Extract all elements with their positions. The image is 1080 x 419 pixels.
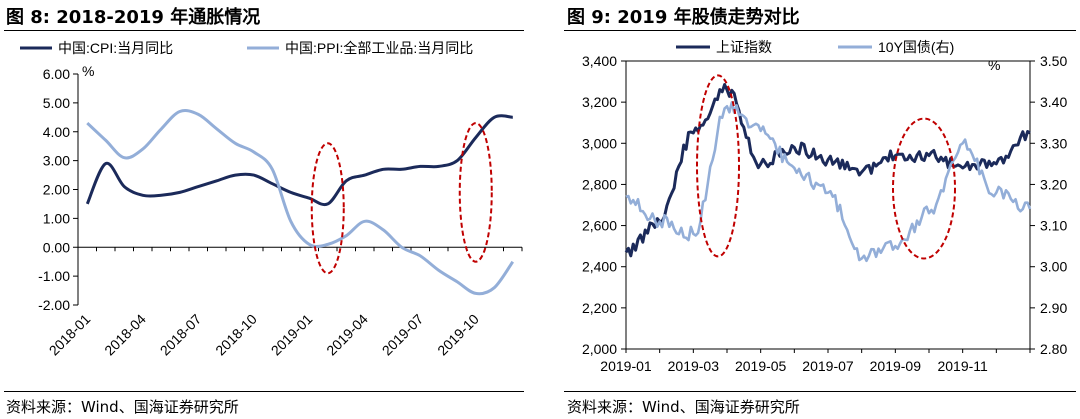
chart2-left-tick-label: 2,800 bbox=[582, 176, 617, 192]
chart2-right-tick-label: 3.00 bbox=[1040, 259, 1067, 275]
chart2-source-rule bbox=[564, 391, 1076, 392]
chart1-unit-label: % bbox=[82, 63, 94, 79]
chart1-y-tick-label: 2.00 bbox=[43, 182, 70, 198]
chart2-left-tick-label: 2,200 bbox=[582, 300, 617, 316]
chart2-left-tick-label: 2,000 bbox=[582, 341, 617, 357]
chart2-left-tick-label: 2,600 bbox=[582, 218, 617, 234]
chart2-right-tick-label: 3.50 bbox=[1040, 53, 1067, 69]
chart2-highlight-ellipse-1 bbox=[696, 74, 740, 258]
chart1-axes: 6.005.004.003.002.001.000.00-1.00-2.0020… bbox=[38, 66, 523, 359]
chart1-title: 图 8: 2018-2019 年通胀情况 bbox=[6, 7, 261, 28]
chart2-source: 资料来源：Wind、国海证券研究所 bbox=[567, 398, 800, 416]
chart2-title: 图 9: 2019 年股债走势对比 bbox=[567, 7, 800, 28]
chart2-legend-bond-label: 10Y国债(右) bbox=[878, 39, 954, 55]
chart1-x-tick-label: 2019-07 bbox=[379, 311, 427, 359]
chart2-legend: 上证指数 10Y国债(右) bbox=[676, 39, 954, 55]
chart2-left-tick-label: 3,000 bbox=[582, 135, 617, 151]
chart2-axes: 3,400 3,200 3,000 2,800 2,600 2,400 2,200 2,000… bbox=[582, 53, 1068, 374]
chart2-x-tick-label: 2019-05 bbox=[735, 358, 787, 374]
chart2-left-tick-label: 2,400 bbox=[582, 259, 617, 275]
chart1-y-tick-label: 5.00 bbox=[43, 95, 70, 111]
chart2-x-tick-label: 2019-01 bbox=[600, 358, 652, 374]
chart2-right-tick-label: 2.80 bbox=[1040, 341, 1067, 357]
chart2-x-tick-label: 2019-07 bbox=[802, 358, 854, 374]
chart1-y-tick-label: 0.00 bbox=[43, 239, 70, 255]
chart1-highlights bbox=[310, 122, 493, 275]
chart2-left-tick-label: 3,200 bbox=[582, 94, 617, 110]
chart2-title-rule bbox=[564, 30, 1076, 31]
chart2-series-line-bond bbox=[625, 101, 1032, 263]
chart2-highlight-ellipse-2 bbox=[892, 117, 956, 260]
chart1-title-rule bbox=[4, 30, 524, 31]
chart1-series bbox=[85, 109, 515, 296]
chart1-x-tick-label: 2019-10 bbox=[434, 311, 482, 359]
chart1-source: 资料来源：Wind、国海证券研究所 bbox=[6, 398, 239, 416]
chart1-source-rule bbox=[4, 391, 524, 392]
chart2-x-tick-label: 2019-09 bbox=[870, 358, 922, 374]
chart2-plot-frame bbox=[625, 60, 1031, 350]
chart1-series-line-cpi bbox=[85, 114, 513, 207]
chart2-right-tick-label: 3.20 bbox=[1040, 176, 1067, 192]
chart1-highlight-ellipse-2 bbox=[458, 122, 493, 263]
chart1-y-tick-label: 4.00 bbox=[43, 124, 70, 140]
chart2-svg: 上证指数 10Y国债(右) % 3,400 3,200 3,000 2,800 2,60… bbox=[582, 39, 1068, 374]
chart2-legend-index-label: 上证指数 bbox=[716, 39, 772, 55]
chart1-legend: 中国:CPI:当月同比 中国:PPI:全部工业品:当月同比 bbox=[20, 40, 473, 56]
chart2-series bbox=[624, 83, 1032, 263]
chart2-right-tick-label: 2.90 bbox=[1040, 300, 1067, 316]
chart2-right-tick-label: 3.10 bbox=[1040, 218, 1067, 234]
chart1-x-tick-label: 2019-01 bbox=[268, 311, 316, 359]
chart2-x-tick-label: 2019-11 bbox=[937, 358, 988, 374]
chart2-left-tick-label: 3,400 bbox=[582, 53, 617, 69]
chart1-legend-ppi-label: 中国:PPI:全部工业品:当月同比 bbox=[285, 40, 473, 56]
chart1-series-line-ppi bbox=[86, 109, 515, 296]
chart1-y-tick-label: -2.00 bbox=[38, 297, 70, 313]
chart2-series-line-index bbox=[624, 83, 1031, 258]
chart1-x-tick-label: 2019-04 bbox=[323, 311, 371, 359]
chart1-y-tick-label: 3.00 bbox=[43, 153, 70, 169]
chart1-y-tick-label: -1.00 bbox=[38, 268, 70, 284]
chart2-x-tick-label: 2019-03 bbox=[668, 358, 720, 374]
chart1-x-tick-label: 2018-07 bbox=[157, 311, 205, 359]
chart1-y-tick-label: 1.00 bbox=[43, 210, 70, 226]
chart2-unit-label: % bbox=[988, 57, 1000, 73]
chart2-right-tick-label: 3.30 bbox=[1040, 135, 1067, 151]
chart1-svg: 中国:CPI:当月同比 中国:PPI:全部工业品:当月同比 % 6.00 5.00… bbox=[20, 40, 523, 359]
chart1-x-tick-label: 2018-10 bbox=[212, 311, 260, 359]
chart2-right-tick-label: 3.40 bbox=[1040, 94, 1067, 110]
chart2-highlights bbox=[696, 74, 956, 260]
chart1-x-tick-label: 2018-01 bbox=[46, 311, 94, 359]
chart1-x-tick-label: 2018-04 bbox=[101, 311, 149, 359]
chart1-highlight-ellipse-1 bbox=[310, 142, 345, 275]
chart1-y-tick-label: 6.00 bbox=[43, 66, 70, 82]
chart1-legend-cpi-label: 中国:CPI:当月同比 bbox=[58, 40, 173, 56]
